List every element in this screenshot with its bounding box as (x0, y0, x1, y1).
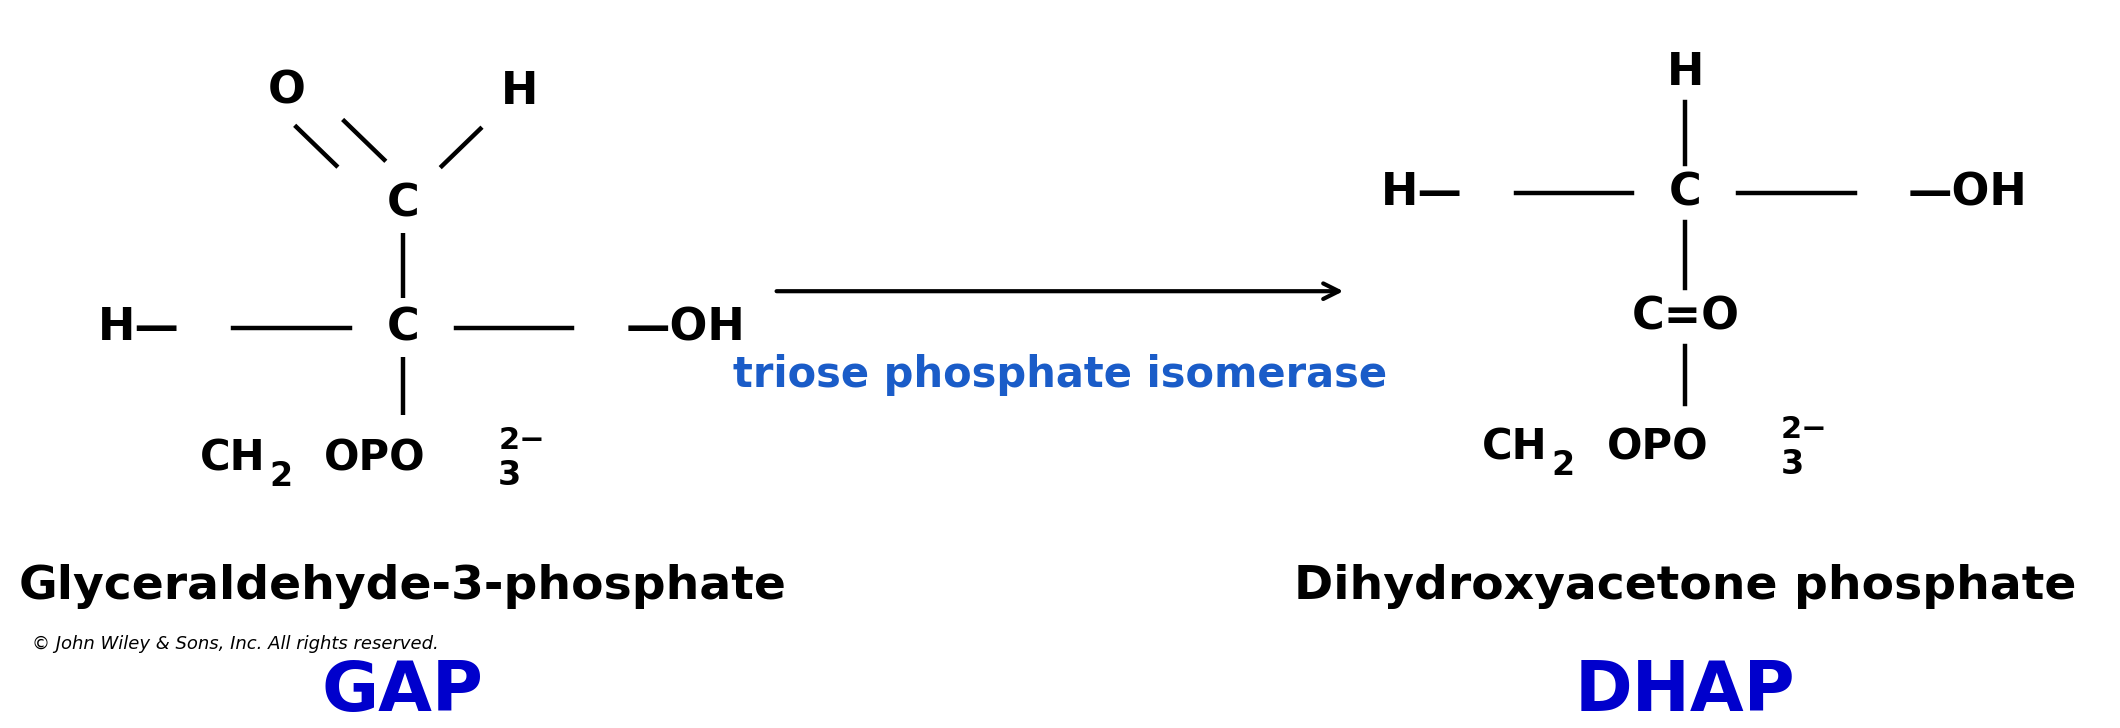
Text: triose phosphate isomerase: triose phosphate isomerase (734, 354, 1386, 396)
Text: C=O: C=O (1632, 295, 1738, 339)
Text: H—: H— (98, 306, 180, 349)
Text: DHAP: DHAP (1575, 658, 1796, 725)
Text: C: C (386, 182, 420, 226)
Text: GAP: GAP (322, 658, 483, 725)
Text: 2: 2 (269, 460, 293, 494)
Text: C: C (1668, 171, 1702, 215)
Text: —OH: —OH (1908, 171, 2027, 215)
Text: O: O (267, 69, 305, 113)
Text: 2−: 2− (498, 426, 545, 455)
Text: —OH: —OH (625, 306, 744, 349)
Text: OPO: OPO (324, 438, 426, 480)
Text: OPO: OPO (1607, 427, 1709, 469)
Text: 3: 3 (1781, 448, 1804, 481)
Text: © John Wiley & Sons, Inc. All rights reserved.: © John Wiley & Sons, Inc. All rights res… (32, 636, 439, 653)
Text: H: H (1666, 51, 1704, 95)
Text: C: C (386, 306, 420, 349)
Text: 2: 2 (1552, 449, 1575, 483)
Text: CH: CH (1482, 427, 1548, 469)
Text: 2−: 2− (1781, 415, 1827, 444)
Text: CH: CH (199, 438, 265, 480)
Text: 3: 3 (498, 459, 522, 492)
Text: Dihydroxyacetone phosphate: Dihydroxyacetone phosphate (1293, 563, 2078, 609)
Text: H—: H— (1380, 171, 1463, 215)
Text: Glyceraldehyde-3-phosphate: Glyceraldehyde-3-phosphate (19, 563, 787, 609)
Text: H: H (500, 69, 538, 113)
